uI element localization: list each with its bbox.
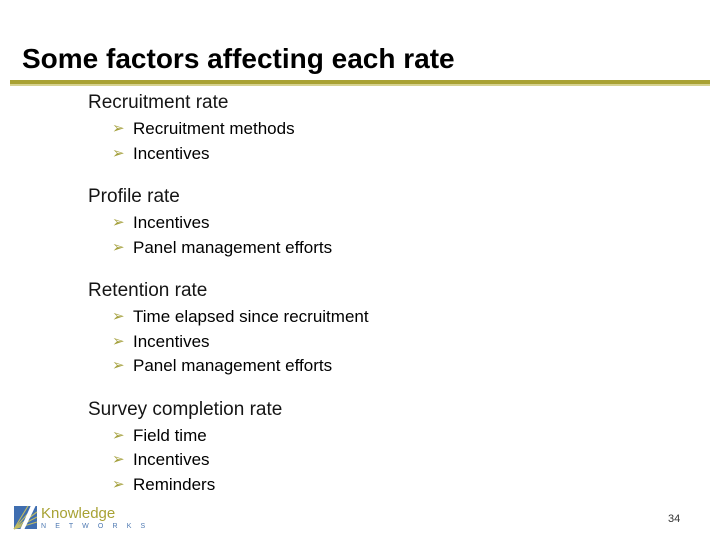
section: Survey completion rate ➢ Field time ➢ Incent… (88, 396, 369, 498)
section-heading: Survey completion rate (88, 398, 283, 420)
list-item: ➢ Recruitment methods (88, 117, 369, 142)
bullet-list: ➢ Time elapsed since recruitment ➢ Incentiv… (88, 305, 369, 379)
section-heading: Retention rate (88, 280, 208, 301)
arrowhead-bullet-icon: ➢ (112, 214, 125, 231)
logo-icon (13, 503, 40, 530)
arrowhead-bullet-icon: ➢ (112, 332, 125, 350)
bullet-item-label: Incentives (133, 213, 210, 232)
logo-text: Knowledge N E T W O R K S (41, 506, 149, 531)
section-heading: Profile rate (88, 186, 180, 207)
bullet-item-label: Incentives (133, 331, 210, 351)
title-underline (10, 80, 710, 86)
bullet-list: ➢ Field time ➢ Incentives ➢ Reminders (88, 424, 369, 498)
section: Profile rate ➢ Incentives ➢ Panel management… (88, 183, 369, 260)
arrowhead-bullet-icon: ➢ (112, 144, 125, 162)
list-item: ➢ Time elapsed since recruitment (88, 305, 369, 330)
bullet-item-label: Recruitment methods (133, 119, 295, 138)
logo-name: Knowledge (41, 505, 116, 522)
arrowhead-bullet-icon: ➢ (112, 238, 125, 256)
slide-title: Some factors affecting each rate (22, 43, 455, 74)
logo-subtitle: N E T W O R K S (41, 523, 149, 530)
list-item: ➢ Panel management efforts (88, 354, 369, 379)
list-item: ➢ Panel management efforts (88, 236, 369, 261)
list-item: ➢ Field time (88, 424, 369, 449)
arrowhead-bullet-icon: ➢ (112, 451, 125, 468)
list-item: ➢ Incentives (88, 142, 369, 167)
bullet-list: ➢ Incentives ➢ Panel management efforts (88, 211, 369, 260)
bullet-list: ➢ Recruitment methods ➢ Incentives (88, 117, 369, 166)
arrowhead-bullet-icon: ➢ (112, 120, 125, 137)
bullet-item-label: Field time (133, 425, 207, 445)
arrowhead-bullet-icon: ➢ (112, 357, 125, 374)
list-item: ➢ Incentives (88, 330, 369, 355)
section: Recruitment rate ➢ Recruitment methods ➢ Inc… (88, 89, 369, 166)
section-heading: Recruitment rate (88, 92, 229, 113)
bullet-item-label: Panel management efforts (133, 356, 333, 375)
list-item: ➢ Incentives (88, 448, 369, 473)
bullet-item-label: Incentives (133, 450, 210, 469)
knowledge-networks-logo: Knowledge N E T W O R K S (13, 503, 149, 531)
list-item: ➢ Incentives (88, 211, 369, 236)
bullet-item-label: Panel management efforts (133, 237, 333, 257)
bullet-item-label: Time elapsed since recruitment (133, 307, 369, 326)
slide-content: Recruitment rate ➢ Recruitment methods ➢ Inc… (88, 89, 369, 514)
arrowhead-bullet-icon: ➢ (112, 475, 125, 493)
list-item: ➢ Reminders (88, 473, 369, 498)
section: Retention rate ➢ Time elapsed since recrui… (88, 277, 369, 379)
arrowhead-bullet-icon: ➢ (112, 308, 125, 325)
page-number: 34 (668, 513, 681, 525)
arrowhead-bullet-icon: ➢ (112, 426, 125, 444)
bullet-item-label: Incentives (133, 143, 210, 163)
bullet-item-label: Reminders (133, 474, 216, 494)
